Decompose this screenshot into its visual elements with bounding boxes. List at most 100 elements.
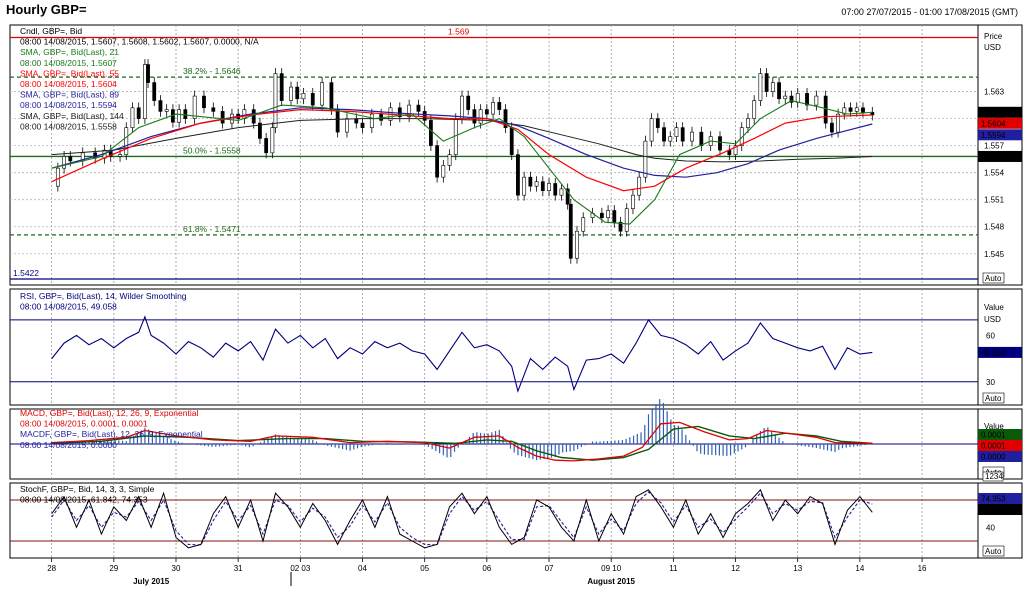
macd-badge (978, 429, 1022, 440)
legend-entry: 08:00 14/08/2015, 1.5607 (20, 58, 117, 68)
candle-body (68, 156, 73, 162)
candle-body (690, 131, 694, 142)
candle-body (335, 109, 340, 133)
candle-body (397, 107, 402, 118)
sma-55-line (51, 108, 873, 192)
candle-body (136, 107, 141, 119)
stoch-fast-line (51, 488, 873, 549)
stoch-slow-line (51, 491, 873, 546)
price-badge (978, 129, 1022, 141)
axis-unit: USD (984, 315, 1001, 324)
candle-body (360, 122, 365, 128)
candle-body (273, 73, 278, 128)
x-tick-label: 13 (793, 564, 802, 573)
stoch-badge (978, 504, 1022, 515)
price-badge-label: 1.5604 (981, 119, 1006, 128)
candle-body (624, 208, 629, 232)
candle-body (829, 122, 834, 133)
candle-body (795, 93, 800, 103)
candle-body (320, 82, 324, 106)
candle-body (428, 120, 433, 146)
x-tick-label: 07 (545, 564, 554, 573)
candle-body (478, 109, 483, 124)
candle-body (805, 93, 809, 106)
month-label: July 2015 (133, 577, 170, 586)
auto-scale-button[interactable]: Auto (982, 272, 1005, 284)
candle-body (540, 181, 545, 191)
legend-entry: 08:00 14/08/2015, 0.0001, 0.0001 (20, 419, 148, 429)
candle-body (631, 194, 635, 210)
hidden-value-label: 1234 (985, 472, 1003, 481)
axis-title: Value (984, 422, 1004, 431)
y-tick-label: 1.557 (984, 142, 1005, 151)
stoch-badge-label: 61.842 (981, 506, 1006, 515)
candle-body (842, 107, 847, 115)
axis-title: Price (984, 32, 1003, 41)
candle-body (491, 102, 495, 115)
x-tick-label: 29 (109, 564, 118, 573)
candle-body (758, 73, 763, 101)
candle-body (516, 154, 520, 196)
legend-entry: MACDF, GBP=, Bid(Last), 12, 26, 9, Expon… (20, 429, 203, 439)
panel-frame-2 (9, 288, 979, 406)
macd-badge-label: 0.0001 (981, 431, 1006, 440)
candle-body (124, 127, 129, 155)
date-range: 07:00 27/07/2015 - 01:00 17/08/2015 (GMT… (841, 7, 1018, 17)
axis-unit: USD (984, 43, 1001, 52)
legend-entry: SMA, GBP=, Bid(Last), 144 (20, 111, 124, 121)
legend-entry: SMA, GBP=, Bid(Last), 55 (20, 68, 119, 78)
candle-body (699, 131, 704, 146)
candle-body (484, 109, 489, 115)
y-tick-label: 1.554 (984, 169, 1005, 178)
candle-body (553, 183, 558, 196)
candle-body (746, 118, 750, 128)
candle-body (861, 107, 865, 113)
candle-body (789, 95, 794, 103)
legend-entry: 08:00 14/08/2015, 0.0000 (20, 440, 117, 450)
x-tick-label: 04 (358, 564, 367, 573)
candle-body (472, 109, 477, 124)
price-badge-label: 1.5558 (981, 152, 1006, 161)
macd-line (51, 421, 873, 462)
candle-body (680, 127, 685, 142)
candle-body (528, 176, 533, 187)
candle-body (118, 154, 122, 157)
candle-body (783, 95, 788, 100)
candle-body (177, 109, 182, 123)
y-tick-label: 1.563 (984, 88, 1005, 97)
candle-body (649, 118, 654, 142)
level-label-3: 50.0% - 1.5558 (183, 145, 241, 155)
candle-body (854, 107, 859, 112)
candle-body (416, 104, 421, 112)
candle-body (814, 95, 819, 106)
chart-title: Hourly GBP= (6, 2, 87, 17)
candle-body (522, 176, 527, 196)
sma-144-line (51, 118, 873, 163)
legend-entry: SMA, GBP=, Bid(Last), 89 (20, 90, 119, 100)
candle-body (534, 181, 539, 187)
candle-body (164, 109, 169, 112)
candle-body (301, 93, 306, 100)
candle-body (662, 127, 666, 142)
macd-badge (978, 451, 1022, 462)
rsi-badge (978, 346, 1022, 358)
candle-body (251, 109, 256, 124)
x-tick-label: 11 (669, 564, 678, 573)
svg-text:Auto: Auto (985, 547, 1002, 556)
candle-body (130, 107, 135, 128)
candle-body (718, 136, 722, 151)
macd-badge (978, 440, 1022, 451)
auto-scale-button[interactable]: Auto (982, 392, 1005, 404)
legend-entry: MACD, GBP=, Bid(Last), 12, 26, 9, Expone… (20, 408, 198, 418)
candle-body (466, 95, 471, 110)
candle-body (422, 111, 427, 121)
candle-body (202, 95, 206, 109)
auto-scale-button[interactable]: Auto (982, 545, 1005, 557)
candle-body (435, 145, 440, 178)
legend-entry: SMA, GBP=, Bid(Last), 21 (20, 47, 119, 57)
hidden-value-box (982, 471, 1004, 482)
candle-body (509, 127, 514, 155)
candle-body (568, 203, 573, 259)
candle-body (152, 82, 157, 101)
